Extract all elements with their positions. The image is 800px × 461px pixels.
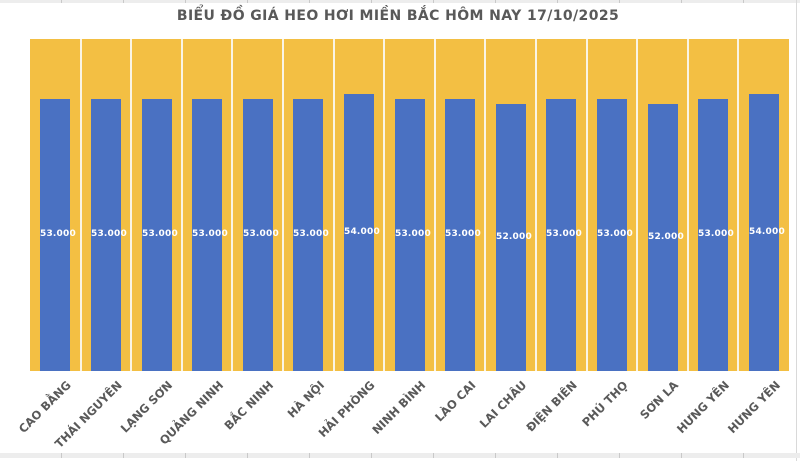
category-separator xyxy=(585,39,588,371)
bar-value-label: 53.000 xyxy=(192,229,228,239)
spreadsheet-row-edge-bottom xyxy=(0,453,800,458)
grid-tick xyxy=(681,453,682,458)
bar-value-label: 53.000 xyxy=(243,229,279,239)
chart-title: BIỂU ĐỒ GIÁ HEO HƠI MIỀN BẮC HÔM NAY 17/… xyxy=(176,8,620,24)
grid-tick xyxy=(557,453,558,458)
bar-value-label: 54.000 xyxy=(749,227,785,237)
category-separator xyxy=(180,39,183,371)
spreadsheet-row-edge-top xyxy=(0,0,800,3)
bar-hà-nội xyxy=(293,99,323,371)
grid-tick xyxy=(123,0,124,3)
category-separator xyxy=(79,39,82,371)
category-label-text: PHÚ THỌ xyxy=(579,378,631,430)
bar-sơn-la xyxy=(648,104,678,371)
category-separator xyxy=(231,39,234,371)
category-separator xyxy=(282,39,284,371)
grid-tick xyxy=(247,0,248,3)
category-label-text: ĐIỆN BIÊN xyxy=(523,378,581,435)
category-label-text: SƠN LA xyxy=(637,378,682,422)
grid-tick xyxy=(123,453,124,458)
bar-thái-nguyên xyxy=(91,99,121,371)
bar-value-label: 53.000 xyxy=(698,229,734,239)
bar-value-label: 52.000 xyxy=(648,232,684,242)
grid-tick xyxy=(433,453,434,458)
bar-lạng-sơn xyxy=(142,99,172,371)
category-label-text: HÀ NỘI xyxy=(284,378,328,421)
bar-value-label: 53.000 xyxy=(40,229,76,239)
category-separator xyxy=(484,39,487,371)
bar-value-label: 53.000 xyxy=(445,229,481,239)
grid-tick xyxy=(557,0,558,3)
category-separator xyxy=(433,39,436,371)
bar-hưng-yên xyxy=(698,99,728,371)
grid-tick xyxy=(185,0,186,3)
bar-điện-biên xyxy=(546,99,576,371)
category-label-text: LÀO CAI xyxy=(432,378,479,425)
bar-lào-cai xyxy=(445,99,475,371)
category-label-text: BẮC NINH xyxy=(221,378,277,433)
grid-tick xyxy=(61,453,62,458)
category-separator xyxy=(130,39,133,371)
bar-hải-phòng xyxy=(344,94,374,371)
bar-value-label: 52.000 xyxy=(496,232,532,242)
grid-tick xyxy=(371,0,372,3)
grid-tick xyxy=(743,453,744,458)
grid-tick xyxy=(495,453,496,458)
grid-tick xyxy=(619,453,620,458)
grid-tick xyxy=(61,0,62,3)
category-label-text: HƯNG YÊN xyxy=(724,378,783,437)
bar-value-label: 53.000 xyxy=(395,229,431,239)
grid-tick xyxy=(185,453,186,458)
bar-bắc-ninh xyxy=(243,99,273,371)
bar-phú-thọ xyxy=(597,99,627,371)
bar-value-label: 53.000 xyxy=(91,229,127,239)
bar-value-label: 53.000 xyxy=(293,229,329,239)
grid-tick xyxy=(371,453,372,458)
grid-tick xyxy=(495,0,496,3)
category-separator xyxy=(383,39,386,371)
bar-value-label: 53.000 xyxy=(546,229,582,239)
grid-tick xyxy=(743,0,744,3)
category-label-text: HƯNG YÊN xyxy=(673,378,732,437)
category-separator xyxy=(686,39,689,371)
category-label-text: NINH BÌNH xyxy=(369,378,429,438)
plot-area: 53.000 53.000 53.000 53.000 53.000 53.000 54.0… xyxy=(30,39,789,371)
bar-cao-bằng xyxy=(40,99,70,371)
grid-tick xyxy=(247,453,248,458)
bar-lai-châu xyxy=(496,104,526,371)
grid-tick xyxy=(309,0,310,3)
grid-tick xyxy=(681,0,682,3)
bar-hưng-yên xyxy=(749,94,779,371)
category-separator xyxy=(535,39,537,371)
bar-value-label: 54.000 xyxy=(344,227,380,237)
bar-ninh-bình xyxy=(395,99,425,371)
bar-value-label: 53.000 xyxy=(597,229,633,239)
grid-tick xyxy=(619,0,620,3)
x-axis-labels: CAO BẰNG THÁI NGUYÊN LẠNG SƠN QUẢNG NINH BẮC… xyxy=(16,378,789,458)
category-separator xyxy=(737,39,740,371)
bar-value-label: 53.000 xyxy=(142,229,178,239)
category-separator xyxy=(636,39,639,371)
category-label-text: LAI CHÂU xyxy=(476,378,530,431)
grid-tick xyxy=(309,453,310,458)
category-separator xyxy=(332,39,335,371)
grid-tick xyxy=(433,0,434,3)
spreadsheet-column-gridline xyxy=(796,0,797,461)
bar-quảng-ninh xyxy=(192,99,222,371)
